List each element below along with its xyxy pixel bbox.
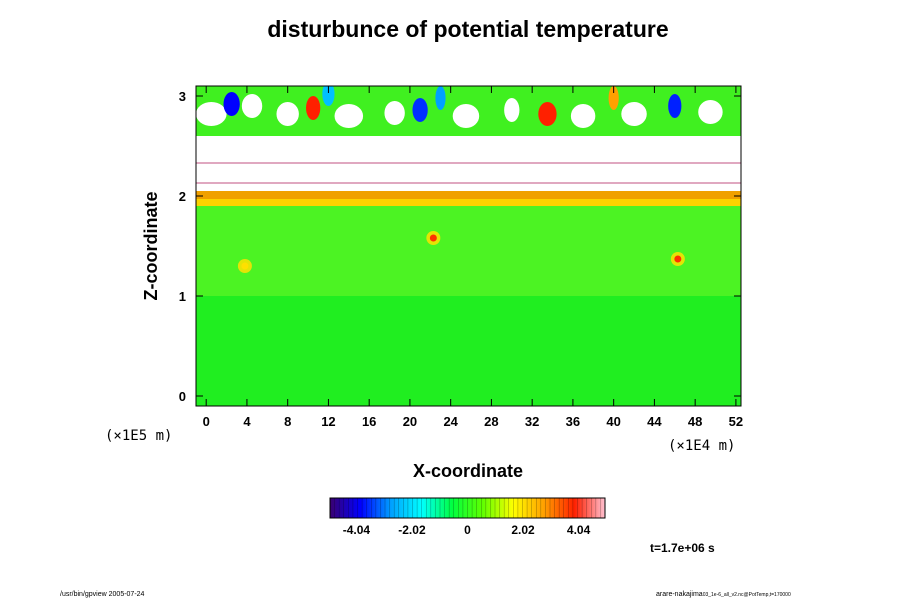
x-tick-label: 40 [606, 414, 620, 429]
colorbar-label: 4.04 [567, 523, 591, 537]
field-blob [621, 102, 647, 126]
field-blob [608, 86, 619, 110]
field-blob [698, 100, 723, 124]
footer-right-main: arare-nakajima [656, 591, 703, 598]
z-tick-label: 0 [179, 389, 186, 404]
colorbar-label: -2.02 [398, 523, 426, 537]
x-tick-label: 48 [688, 414, 702, 429]
colorbar-label: 0 [464, 523, 471, 537]
x-tick-label: 4 [243, 414, 251, 429]
z-axis-label: Z-coordinate [141, 191, 161, 300]
field-mid [196, 206, 741, 296]
heatmap-field [196, 86, 741, 406]
plot-frame [195, 85, 742, 407]
x-unit-label: (×1E4 m) [668, 438, 735, 454]
x-axis-label: X-coordinate [413, 461, 523, 481]
field-blob [570, 104, 596, 128]
x-axis-ticks: 0 4 8 12 16 20 24 28 32 36 40 44 48 52 [203, 86, 743, 429]
field-blob [276, 102, 299, 126]
field-blob [504, 98, 520, 122]
field-blob [384, 101, 405, 125]
x-tick-label: 20 [403, 414, 417, 429]
eddy-core [674, 255, 682, 263]
eddy-core [241, 262, 249, 270]
colorbar: -4.04 -2.02 0 2.02 4.04 [329, 497, 606, 537]
time-label: t=1.7e+06 s [650, 541, 715, 555]
field-blob [196, 102, 227, 126]
footer-left: /usr/bin/gpview 2005-07-24 [60, 591, 145, 598]
field-blob [223, 92, 240, 116]
field-yellow-band [196, 199, 741, 206]
field-blob [412, 98, 428, 122]
field-blob [538, 102, 557, 126]
field-blob [241, 94, 263, 118]
eddy-core [429, 234, 437, 242]
x-tick-label: 0 [203, 414, 210, 429]
x-tick-label: 52 [729, 414, 743, 429]
x-tick-label: 12 [321, 414, 335, 429]
x-tick-label: 32 [525, 414, 539, 429]
z-unit-label: (×1E5 m) [105, 428, 172, 444]
colorbar-label: 2.02 [511, 523, 535, 537]
x-tick-label: 24 [443, 414, 458, 429]
field-blob [452, 104, 480, 128]
field-blob [668, 94, 682, 118]
x-tick-label: 8 [284, 414, 291, 429]
field-blob [334, 104, 364, 128]
z-axis-ticks: 0 1 2 3 [179, 89, 741, 404]
footer-right: arare-nakajima03_1e-6_all_v2.nc@PotTemp,… [656, 591, 791, 598]
colorbar-label: -4.04 [343, 523, 371, 537]
field-lower [196, 296, 741, 406]
z-tick-label: 1 [179, 289, 186, 304]
x-tick-label: 36 [566, 414, 580, 429]
field-blob [306, 96, 321, 120]
footer-right-sub: 03_1e-6_all_v2.nc@PotTemp,t=170000 [703, 592, 791, 598]
z-tick-label: 3 [179, 89, 186, 104]
x-tick-label: 28 [484, 414, 498, 429]
x-tick-label: 16 [362, 414, 376, 429]
z-tick-label: 2 [179, 189, 186, 204]
chart-title: disturbunce of potential temperature [267, 16, 668, 42]
field-blob [435, 86, 446, 110]
x-tick-label: 44 [647, 414, 662, 429]
field-blob [322, 86, 335, 106]
